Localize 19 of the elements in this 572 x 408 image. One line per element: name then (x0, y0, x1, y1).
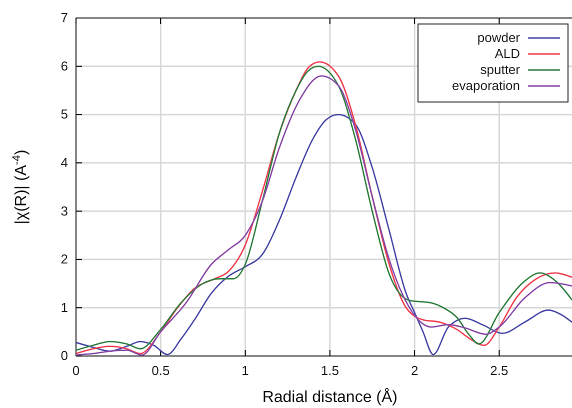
legend-label: ALD (494, 46, 520, 61)
x-tick-label: 2 (410, 363, 418, 378)
x-tick-label: 1.5 (320, 363, 339, 378)
legend-label: powder (477, 30, 521, 45)
y-tick-label: 5 (60, 106, 68, 122)
legend-label: evaporation (452, 78, 520, 93)
legend-label: sputter (480, 62, 521, 77)
y-tick-label: 1 (60, 300, 68, 315)
x-axis-title: Radial distance (Å) (262, 388, 398, 406)
y-tick-label: 0 (60, 348, 68, 364)
x-tick-label: 2.5 (490, 363, 508, 378)
y-tick-label: 2 (60, 252, 68, 267)
x-tick-label: 0 (72, 363, 80, 378)
y-tick-label: 4 (60, 155, 68, 170)
y-tick-label: 7 (60, 10, 68, 26)
x-tick-label: 1 (242, 363, 249, 378)
y-tick-label: 3 (60, 203, 68, 218)
y-tick-label: 6 (60, 58, 68, 74)
x-tick-label: 0.5 (152, 363, 170, 378)
